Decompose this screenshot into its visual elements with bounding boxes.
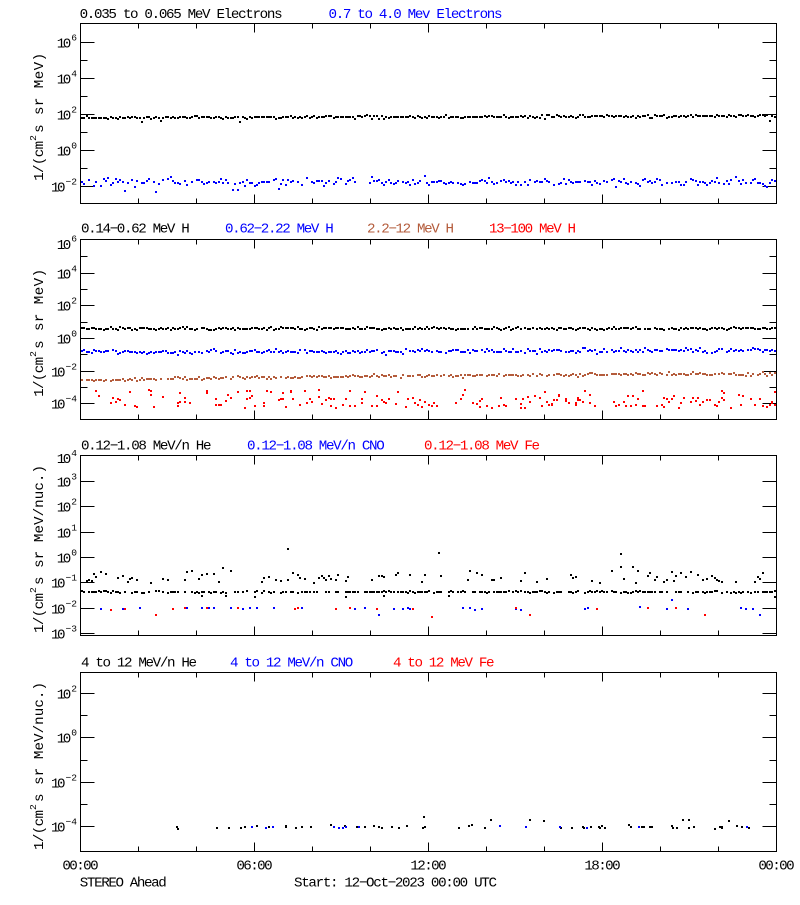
svg-text:−3: −3 (65, 624, 77, 635)
svg-text:10: 10 (57, 238, 71, 254)
svg-text:−4: −4 (65, 394, 77, 405)
svg-text:0.62−2.22 MeV H: 0.62−2.22 MeV H (225, 222, 334, 238)
svg-text:4: 4 (71, 264, 77, 275)
svg-text:4: 4 (71, 448, 77, 459)
svg-text:−2: −2 (65, 177, 77, 188)
svg-text:10: 10 (57, 732, 71, 748)
svg-text:0.14−0.62 MeV H: 0.14−0.62 MeV H (81, 222, 190, 238)
svg-text:2: 2 (71, 105, 77, 116)
svg-text:0.035 to 0.065 MeV Electrons: 0.035 to 0.065 MeV Electrons (80, 7, 283, 23)
svg-text:12:00: 12:00 (410, 858, 446, 874)
svg-text:6: 6 (71, 33, 77, 44)
svg-text:10: 10 (51, 777, 66, 793)
svg-text:1: 1 (71, 523, 77, 534)
svg-text:10: 10 (51, 603, 66, 619)
svg-text:10: 10 (51, 821, 66, 837)
svg-text:s sr MeV/nuc.): s sr MeV/nuc.) (32, 682, 48, 802)
svg-text:3: 3 (71, 472, 77, 483)
svg-text:STEREO Ahead: STEREO Ahead (80, 876, 167, 892)
svg-text:10: 10 (57, 527, 71, 543)
svg-text:4 to 12 MeV/n He: 4 to 12 MeV/n He (81, 656, 197, 672)
svg-text:10: 10 (57, 73, 71, 89)
svg-text:13−100 MeV H: 13−100 MeV H (489, 222, 576, 238)
svg-text:1/(cm: 1/(cm (32, 593, 48, 633)
svg-text:00:00: 00:00 (758, 858, 794, 874)
svg-text:10: 10 (57, 268, 71, 284)
svg-text:2: 2 (28, 135, 39, 141)
svg-text:Start: 12−Oct−2023 00:00 UTC: Start: 12−Oct−2023 00:00 UTC (294, 876, 497, 892)
svg-text:0: 0 (71, 329, 77, 340)
svg-text:4 to 12 MeV/n CNO: 4 to 12 MeV/n CNO (230, 656, 353, 672)
svg-text:4: 4 (71, 69, 77, 80)
svg-text:s sr MeV): s sr MeV) (32, 269, 48, 349)
svg-text:1/(cm: 1/(cm (32, 141, 48, 181)
svg-text:−2: −2 (65, 362, 77, 373)
svg-text:10: 10 (57, 552, 71, 568)
svg-text:s sr MeV): s sr MeV) (32, 53, 48, 133)
svg-text:0.12−1.08 MeV/n CNO: 0.12−1.08 MeV/n CNO (247, 439, 385, 455)
svg-text:00:00: 00:00 (62, 858, 98, 874)
svg-text:0: 0 (71, 141, 77, 152)
svg-text:10: 10 (57, 476, 71, 492)
svg-text:10: 10 (57, 688, 71, 704)
svg-text:0.12−1.08 MeV/n He: 0.12−1.08 MeV/n He (81, 439, 212, 455)
svg-text:−1: −1 (65, 573, 77, 584)
svg-text:0: 0 (71, 548, 77, 559)
svg-text:0.12−1.08 MeV Fe: 0.12−1.08 MeV Fe (424, 439, 540, 455)
svg-text:10: 10 (51, 181, 66, 197)
svg-text:10: 10 (57, 452, 71, 468)
svg-text:4 to 12 MeV Fe: 4 to 12 MeV Fe (393, 656, 495, 672)
svg-text:10: 10 (57, 109, 71, 125)
svg-text:2: 2 (71, 684, 77, 695)
svg-text:10: 10 (57, 145, 71, 161)
svg-text:1/(cm: 1/(cm (32, 810, 48, 850)
svg-text:10: 10 (51, 398, 66, 414)
svg-text:06:00: 06:00 (236, 858, 272, 874)
svg-text:10: 10 (57, 300, 71, 316)
svg-text:0: 0 (71, 728, 77, 739)
svg-text:2: 2 (71, 296, 77, 307)
svg-text:2: 2 (28, 351, 39, 357)
svg-text:10: 10 (51, 628, 66, 644)
svg-text:0.7 to 4.0 Mev Electrons: 0.7 to 4.0 Mev Electrons (329, 7, 503, 23)
svg-text:10: 10 (57, 37, 71, 53)
svg-text:10: 10 (51, 577, 66, 593)
svg-text:10: 10 (57, 501, 71, 517)
svg-text:2.2−12 MeV H: 2.2−12 MeV H (367, 222, 454, 238)
svg-text:10: 10 (51, 366, 66, 382)
svg-text:18:00: 18:00 (584, 858, 620, 874)
svg-text:10: 10 (57, 333, 71, 349)
svg-text:1/(cm: 1/(cm (32, 357, 48, 397)
svg-text:2: 2 (28, 587, 39, 593)
svg-text:2: 2 (28, 804, 39, 810)
svg-text:6: 6 (71, 234, 77, 245)
svg-text:−4: −4 (65, 817, 77, 828)
svg-text:−2: −2 (65, 599, 77, 610)
svg-text:−2: −2 (65, 773, 77, 784)
svg-text:2: 2 (71, 497, 77, 508)
svg-text:s sr MeV/nuc.): s sr MeV/nuc.) (32, 465, 48, 585)
